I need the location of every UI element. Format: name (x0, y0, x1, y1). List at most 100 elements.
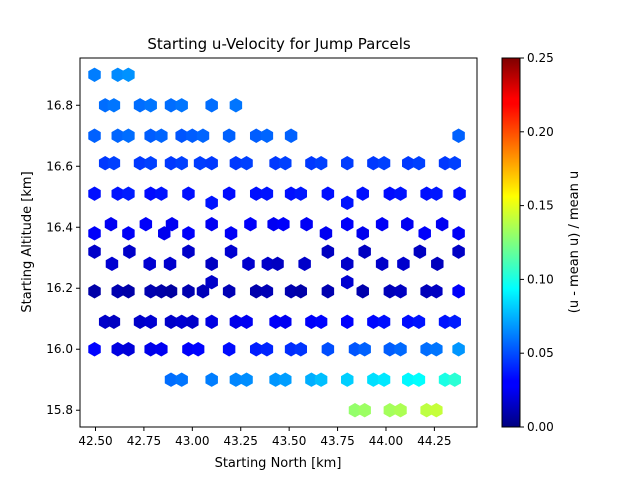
hex-cell (229, 372, 243, 387)
hex-cell (88, 67, 101, 82)
hex-cell (222, 128, 236, 143)
hex-cell (205, 217, 218, 232)
hex-cell (175, 156, 188, 171)
hex-cell (438, 314, 452, 329)
hex-cell (122, 67, 135, 82)
hex-cell (240, 314, 253, 329)
hex-cell (175, 98, 188, 113)
hex-cell (348, 342, 362, 357)
hex-cell (314, 314, 328, 329)
hex-cell (222, 186, 236, 201)
hex-cell (105, 256, 119, 272)
hex-cell (165, 217, 179, 232)
hex-cell (224, 244, 238, 259)
hex-cell (111, 186, 124, 201)
y-tick-label: 16.4 (46, 220, 73, 234)
hex-cell (222, 342, 236, 357)
hex-cell (88, 342, 101, 357)
hex-cell (224, 226, 238, 241)
hex-cell (452, 284, 465, 299)
hex-cell (356, 226, 369, 241)
y-tick-label: 16.6 (46, 159, 73, 173)
hex-cell (284, 186, 298, 201)
hex-cell (412, 314, 426, 329)
hex-cell (249, 128, 263, 143)
hex-cell (88, 226, 101, 241)
hex-cell (133, 156, 147, 171)
x-tick-label: 44.00 (369, 434, 403, 448)
hex-cell (298, 256, 311, 272)
colorbar-label: (u - mean u) / mean u (567, 171, 582, 313)
hex-cell (277, 217, 290, 232)
hex-cell (383, 186, 397, 201)
hex-cell (279, 372, 292, 387)
hex-cell (430, 403, 443, 418)
hex-cell (261, 256, 275, 272)
hex-cell (144, 342, 157, 357)
hex-cell (205, 98, 218, 113)
plot-frame (79, 57, 478, 428)
chart-title: Starting u-Velocity for Jump Parcels (147, 35, 411, 53)
hex-cell (104, 217, 118, 232)
hex-cell (164, 156, 178, 171)
hex-cell (88, 284, 101, 299)
hex-cell (438, 372, 452, 387)
hex-cell (341, 156, 354, 171)
hex-cell (375, 217, 389, 232)
hex-cell (420, 186, 433, 201)
y-tick-label: 15.8 (46, 403, 73, 417)
hex-cell (111, 67, 124, 82)
hex-cell (155, 342, 168, 357)
hex-cell (314, 372, 328, 387)
hex-cell (144, 284, 157, 299)
hex-cell (182, 284, 195, 299)
hex-cell (341, 372, 354, 387)
x-tick-label: 42.75 (127, 434, 161, 448)
hex-cell (175, 128, 188, 143)
hex-cell (269, 372, 282, 387)
hex-cell (196, 128, 210, 143)
hex-cell (182, 342, 195, 357)
hex-cell (155, 284, 168, 299)
hex-cell (205, 314, 218, 329)
hex-cell (402, 156, 415, 171)
hex-cell (284, 128, 298, 143)
hex-cell (377, 314, 391, 329)
hex-cell (229, 314, 243, 329)
hex-cell (412, 372, 426, 387)
hex-cell (314, 156, 328, 171)
hex-cell (438, 156, 452, 171)
x-tick-label: 42.50 (78, 434, 112, 448)
hex-cell (418, 226, 431, 241)
hex-cell (175, 314, 188, 329)
colorbar-tick-label: 0.05 (527, 346, 554, 360)
hex-cell (88, 128, 101, 143)
hex-cell (448, 372, 461, 387)
hex-cell (122, 226, 135, 241)
hex-cell (321, 186, 335, 201)
hex-cell (122, 284, 135, 299)
hex-cell (193, 156, 207, 171)
hex-cell (294, 186, 308, 201)
hex-cell (420, 342, 433, 357)
hex-cell (356, 186, 369, 201)
hex-cell (205, 372, 218, 387)
hex-cell (186, 314, 199, 329)
colorbar-tick-label: 0.25 (527, 51, 554, 65)
hex-cell (431, 256, 444, 272)
hex-cell (284, 284, 298, 299)
hex-cell (305, 372, 318, 387)
hex-cell (111, 128, 124, 143)
hex-cell (321, 284, 335, 299)
hex-cell (244, 217, 257, 232)
x-tick-label: 43.25 (224, 434, 258, 448)
x-tick-label: 44.25 (417, 434, 451, 448)
hex-cell (358, 403, 371, 418)
hex-cell (267, 217, 280, 232)
hex-cell (107, 156, 121, 171)
hex-cell (448, 314, 461, 329)
x-axis-label: Starting North [km] (215, 456, 342, 471)
hex-cell (260, 186, 274, 201)
hex-cell (453, 186, 466, 201)
